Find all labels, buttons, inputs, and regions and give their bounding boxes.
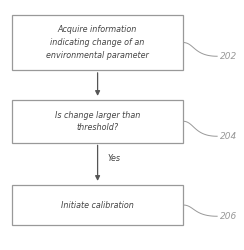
FancyBboxPatch shape — [12, 100, 183, 142]
Text: 202: 202 — [220, 52, 237, 61]
Text: Yes: Yes — [107, 154, 120, 163]
Text: Initiate calibration: Initiate calibration — [61, 200, 134, 209]
Text: Is change larger than
threshold?: Is change larger than threshold? — [55, 110, 140, 132]
FancyBboxPatch shape — [12, 15, 183, 70]
Text: 204: 204 — [220, 132, 237, 141]
Text: 206: 206 — [220, 212, 237, 221]
FancyBboxPatch shape — [12, 185, 183, 225]
Text: Acquire information
indicating change of an
environmental parameter: Acquire information indicating change of… — [46, 26, 149, 60]
